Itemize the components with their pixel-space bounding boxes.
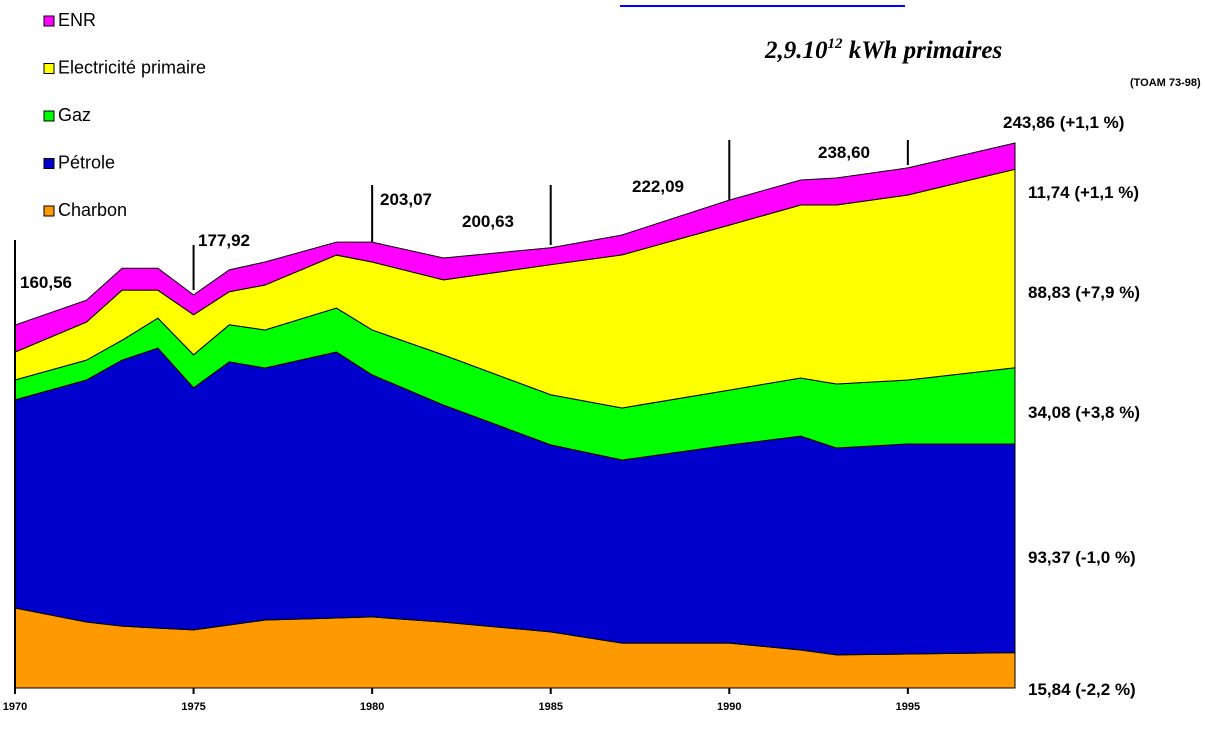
legend-label: ENR	[58, 10, 96, 30]
x-tick-label: 1995	[896, 701, 920, 713]
end-label: 34,08 (+3,8 %)	[1028, 403, 1140, 422]
area	[14, 142, 1016, 353]
legend-label: Gaz	[58, 105, 91, 125]
total-label: 222,09	[632, 177, 684, 196]
x-tick-label: 1970	[3, 701, 27, 713]
total-label: 203,07	[380, 190, 432, 209]
x-tick-label: 1975	[181, 701, 205, 713]
legend-label: Pétrole	[58, 153, 115, 173]
end-label: 15,84 (-2,2 %)	[1028, 680, 1136, 699]
legend-swatch	[43, 110, 55, 122]
total-label: 243,86 (+1,1 %)	[1003, 113, 1124, 132]
subtitle-sup: 12	[828, 36, 844, 52]
x-tick-label: 1985	[538, 701, 562, 713]
total-label: 238,60	[818, 143, 870, 162]
total-label: 160,56	[20, 273, 72, 292]
legend-swatch	[43, 158, 55, 169]
x-tick-label: 1990	[717, 701, 741, 713]
subtitle-part: kWh primaires	[843, 37, 1003, 64]
subtitle-part: 2,9.10	[764, 37, 828, 64]
legend-swatch	[43, 15, 55, 27]
end-label: 11,74 (+1,1 %)	[1028, 183, 1139, 202]
x-tick-label: 1980	[360, 701, 384, 713]
end-label: 93,37 (-1,0 %)	[1028, 548, 1136, 567]
legend-label: Charbon	[58, 200, 127, 220]
source: (TOAM 73-98)	[1130, 77, 1201, 89]
end-label: 88,83 (+7,9 %)	[1028, 283, 1140, 302]
total-label: 200,63	[462, 212, 514, 231]
legend-swatch	[43, 205, 55, 217]
subtitle: 2,9.1012 kWh primaires	[764, 36, 1002, 64]
total-label: 177,92	[198, 231, 250, 250]
legend-label: Electricité primaire	[58, 58, 206, 78]
legend-swatch	[43, 63, 55, 74]
